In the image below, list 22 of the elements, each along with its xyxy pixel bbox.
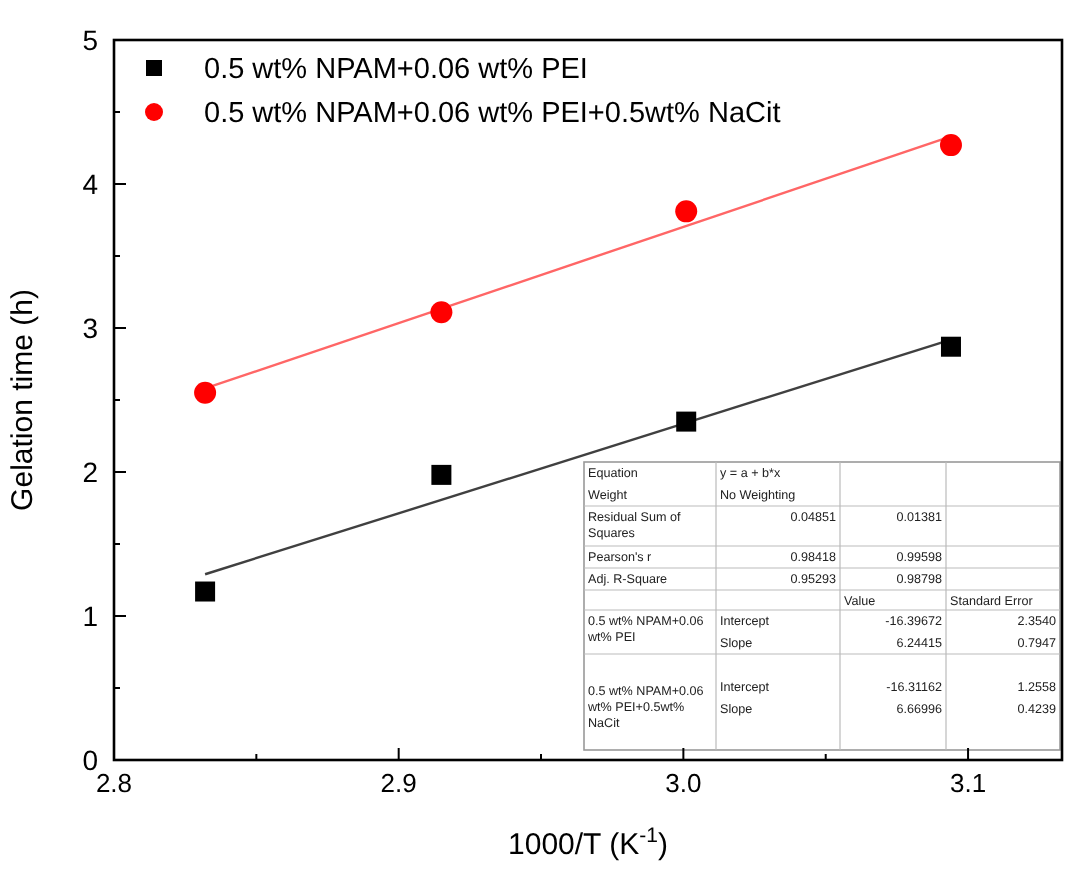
- y-tick-label: 2: [82, 456, 99, 488]
- x-tick-label: 2.8: [95, 768, 133, 798]
- y-axis-title: Gelation time (h): [6, 289, 40, 511]
- y-tick-label: 1: [82, 600, 99, 632]
- x-axis-title: 1000/T (K$^{-1}$): [508, 824, 668, 862]
- y-tick-label: 4: [82, 168, 99, 200]
- x-tick-label: 3.0: [665, 768, 702, 798]
- point: [676, 411, 697, 432]
- point: [940, 336, 961, 357]
- point: [939, 134, 962, 157]
- point: [195, 581, 216, 602]
- legend-label: 0.5 wt% NPAM+0.06 wt% PEI+0.5wt% NaCit: [204, 98, 781, 130]
- point: [430, 301, 453, 324]
- y-tick-label: 5: [82, 24, 99, 56]
- point: [431, 464, 452, 485]
- y-tick-label: 3: [82, 312, 99, 344]
- legend-label: 0.5 wt% NPAM+0.06 wt% PEI: [204, 54, 588, 86]
- point: [194, 381, 217, 404]
- x-tick-label: 2.9: [380, 768, 417, 798]
- point: [675, 200, 698, 223]
- x-tick-label: 3.1: [949, 768, 987, 798]
- y-tick-label: 0: [82, 744, 99, 776]
